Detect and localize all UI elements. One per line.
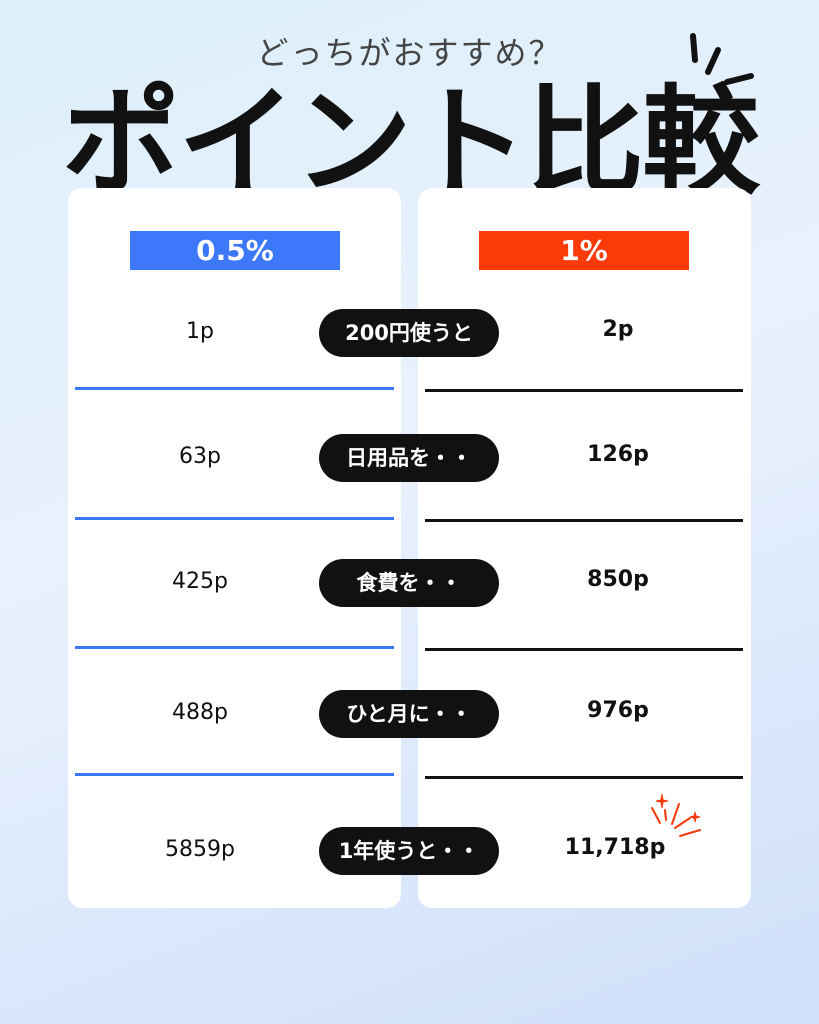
right-divider (425, 776, 743, 779)
left-points-value: 5859p (165, 837, 235, 862)
left-points-value: 488p (172, 700, 228, 725)
right-divider (425, 519, 743, 522)
row-label-pill: 日用品を・・ (319, 434, 499, 482)
emphasis-lines-icon (690, 33, 754, 85)
left-divider (75, 646, 394, 649)
right-divider (425, 648, 743, 651)
right-card (418, 188, 751, 908)
right-points-value: 126p (587, 442, 649, 467)
row-label-pill: 食費を・・ (319, 559, 499, 607)
row-label-pill: 200円使うと (319, 309, 499, 357)
left-points-value: 63p (179, 444, 221, 469)
right-points-value: 11,718p (564, 835, 666, 860)
row-label-pill: ひと月に・・ (319, 690, 499, 738)
left-points-value: 1p (186, 319, 214, 344)
left-card (68, 188, 401, 908)
left-divider (75, 773, 394, 776)
subtitle: どっちがおすすめ？ (256, 34, 563, 72)
right-divider (425, 389, 743, 392)
right-points-value: 976p (587, 698, 649, 723)
row-label-pill: 1年使うと・・ (319, 827, 499, 875)
right-points-value: 2p (602, 317, 634, 342)
sparkle-icon (651, 793, 701, 837)
left-divider (75, 387, 394, 390)
right-rate-badge: 1% (479, 231, 689, 270)
right-points-value: 850p (587, 567, 649, 592)
left-rate-badge: 0.5% (130, 231, 340, 270)
left-points-value: 425p (172, 569, 228, 594)
left-divider (75, 517, 394, 520)
